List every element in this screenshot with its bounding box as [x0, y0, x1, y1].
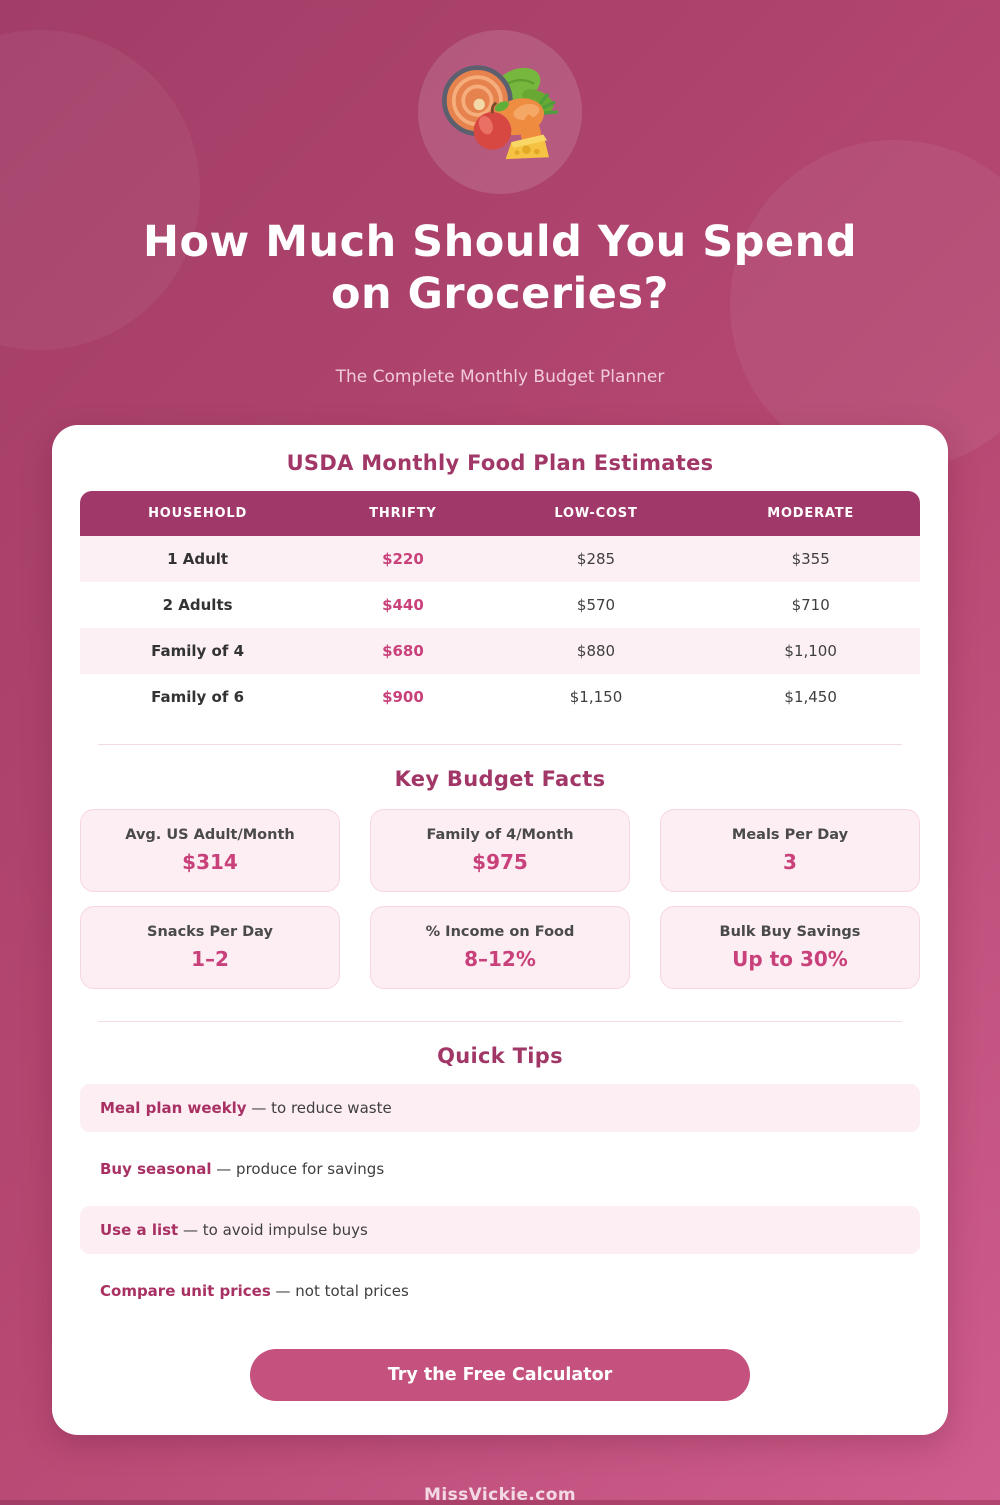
quick-tips-list: Meal plan weekly — to reduce waste Buy s… — [80, 1083, 920, 1315]
thrifty-cell: $220 — [315, 535, 491, 582]
fact-card: Snacks Per Day 1–2 — [80, 905, 340, 989]
tip-item: Buy seasonal — produce for savings — [80, 1145, 920, 1193]
fact-label: Bulk Buy Savings — [719, 923, 861, 940]
fact-label: Meals Per Day — [731, 826, 849, 843]
column-header-low-cost: LOW-COST — [490, 490, 702, 536]
tip-item: Meal plan weekly — to reduce waste — [80, 1083, 920, 1132]
low-cost-cell: $880 — [490, 627, 702, 674]
table-row: Family of 4 $680 $880 $1,100 — [80, 627, 920, 674]
tip-lead: Use a list — [100, 1220, 179, 1239]
moderate-cell: $1,100 — [701, 627, 920, 674]
tip-rest: — to reduce waste — [246, 1098, 392, 1117]
tip-lead: Meal plan weekly — [100, 1098, 247, 1117]
thrifty-cell: $680 — [315, 627, 491, 674]
household-cell: Family of 6 — [151, 687, 245, 706]
fact-value: 3 — [783, 849, 797, 874]
tip-rest: — not total prices — [270, 1281, 409, 1300]
table-row: 1 Adult $220 $285 $355 — [80, 535, 920, 582]
tip-rest: — to avoid impulse buys — [178, 1220, 368, 1239]
fact-card: Bulk Buy Savings Up to 30% — [660, 905, 920, 989]
table-row: Family of 6 $900 $1,150 $1,450 — [80, 674, 920, 720]
fact-value: $314 — [182, 849, 238, 874]
tip-item: Compare unit prices — not total prices — [80, 1267, 920, 1315]
column-header-household: HOUSEHOLD — [80, 490, 316, 536]
fact-label: Family of 4/Month — [426, 826, 574, 843]
fact-card: Meals Per Day 3 — [660, 808, 920, 892]
tip-lead: Buy seasonal — [100, 1159, 212, 1178]
table-header-row: HOUSEHOLD THRIFTY LOW-COST MODERATE — [80, 490, 920, 536]
household-cell: 1 Adult — [80, 535, 316, 582]
thrifty-cell: $900 — [382, 687, 424, 706]
low-cost-cell: $1,150 — [569, 687, 623, 706]
moderate-cell: $1,450 — [784, 687, 837, 706]
column-header-moderate: MODERATE — [701, 490, 920, 536]
moderate-cell: $710 — [791, 595, 830, 614]
page-title-line1: How Much Should You Spend — [142, 217, 858, 267]
fact-value: 8–12% — [464, 946, 536, 971]
key-budget-facts-grid: Avg. US Adult/Month $314 Family of 4/Mon… — [80, 808, 920, 989]
page-subtitle: The Complete Monthly Budget Planner — [335, 366, 665, 387]
moderate-cell: $355 — [701, 535, 920, 582]
page-title: How Much Should You Spend on Groceries? — [0, 216, 1000, 321]
section-divider — [98, 743, 902, 745]
household-cell: Family of 4 — [80, 627, 316, 674]
fact-card: Avg. US Adult/Month $314 — [80, 808, 340, 892]
food-illustration-graphic — [442, 65, 559, 160]
fact-label: Snacks Per Day — [147, 923, 273, 940]
tips-section-title: Quick Tips — [437, 1043, 563, 1068]
low-cost-cell: $570 — [576, 595, 616, 614]
column-header-thrifty: THRIFTY — [315, 490, 491, 536]
usda-food-plan-table: HOUSEHOLD THRIFTY LOW-COST MODERATE 1 Ad… — [80, 490, 920, 720]
low-cost-cell: $285 — [490, 535, 702, 582]
tip-rest: — produce for savings — [211, 1159, 385, 1178]
fact-label: % Income on Food — [425, 923, 575, 940]
section-divider — [98, 1020, 902, 1022]
fact-value: Up to 30% — [732, 946, 848, 971]
hero-section: How Much Should You Spend on Groceries? … — [0, 0, 1000, 387]
footer: MissVickie.com — [0, 1485, 1000, 1505]
free-calculator-button[interactable]: Try the Free Calculator — [250, 1348, 750, 1401]
site-branding: MissVickie.com — [424, 1484, 576, 1505]
fact-label: Avg. US Adult/Month — [125, 826, 295, 843]
table-section-title: USDA Monthly Food Plan Estimates — [286, 450, 714, 475]
background-decor-circle — [730, 140, 1000, 470]
facts-section-title: Key Budget Facts — [394, 766, 606, 791]
thrifty-cell: $440 — [382, 595, 424, 614]
fact-card: % Income on Food 8–12% — [370, 905, 630, 989]
table-row: 2 Adults $440 $570 $710 — [80, 582, 920, 628]
food-illustration-icon — [418, 30, 582, 194]
page-title-line2: on Groceries? — [331, 269, 669, 320]
fact-card: Family of 4/Month $975 — [370, 808, 630, 892]
fact-value: $975 — [472, 849, 528, 874]
tip-item: Use a list — to avoid impulse buys — [80, 1205, 920, 1254]
tip-lead: Compare unit prices — [100, 1281, 271, 1300]
fact-value: 1–2 — [191, 946, 229, 971]
content-card: USDA Monthly Food Plan Estimates HOUSEHO… — [52, 424, 948, 1435]
household-cell: 2 Adults — [162, 595, 233, 614]
